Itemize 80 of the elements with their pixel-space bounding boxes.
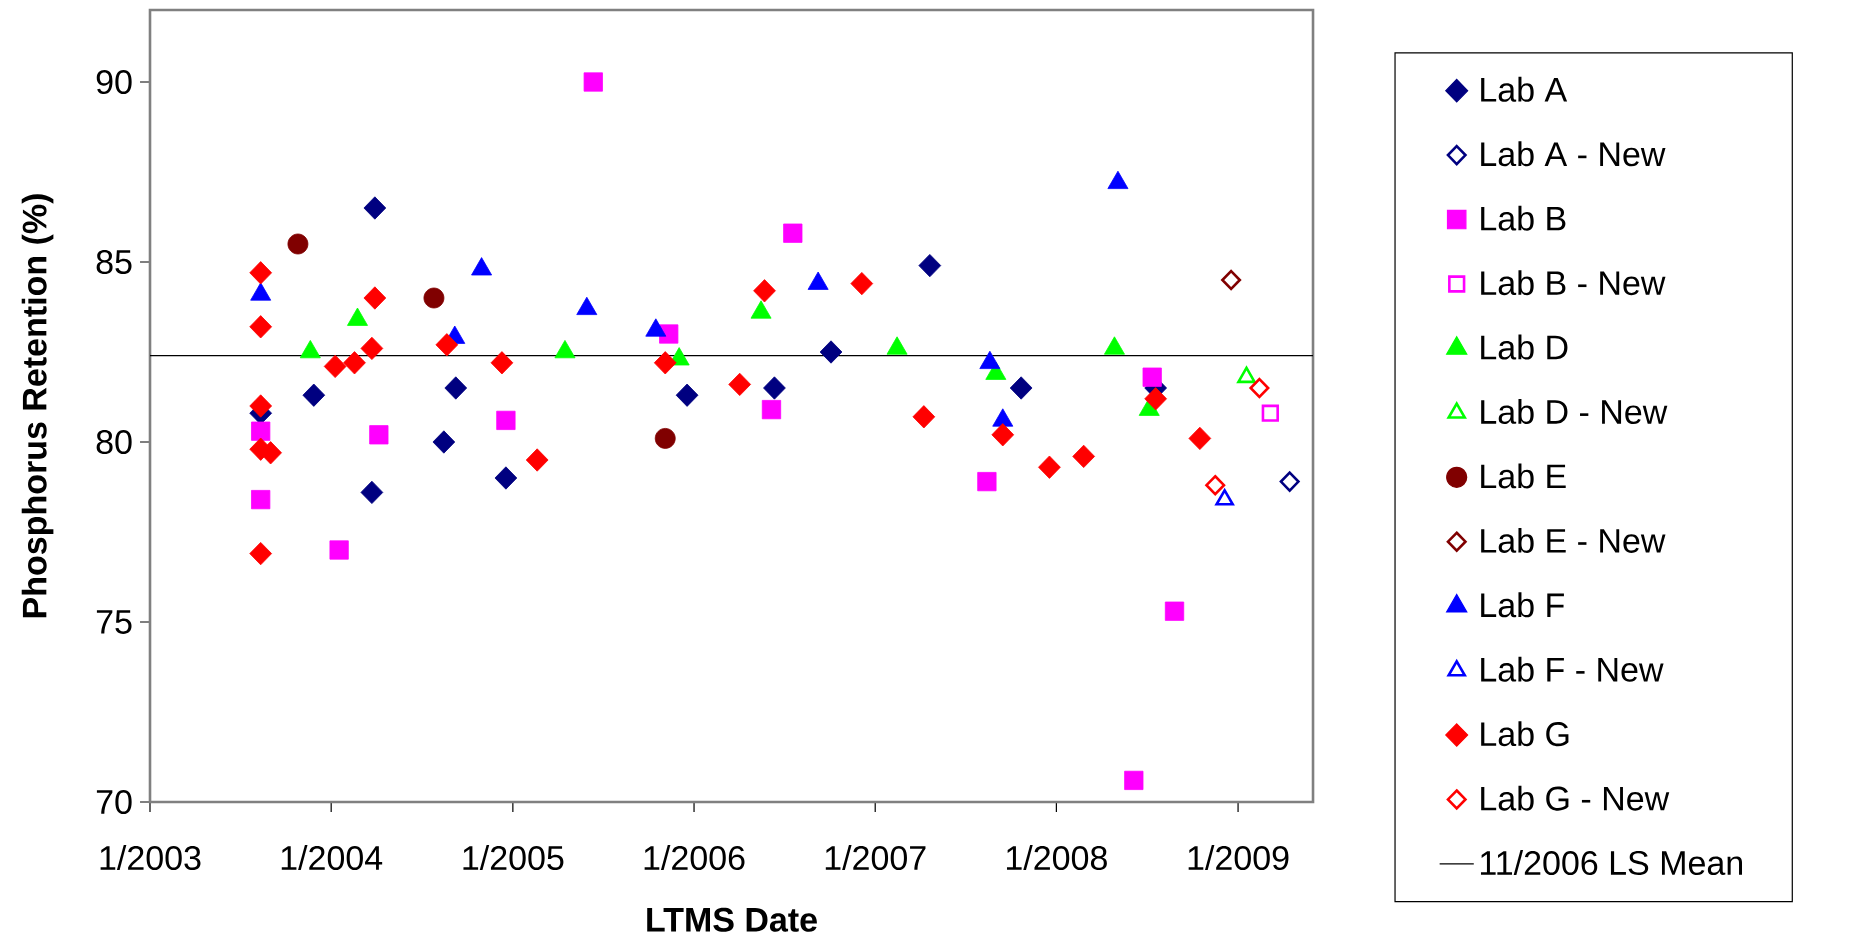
point (251, 490, 271, 510)
x-tick-label: 1/2006 (644, 845, 745, 871)
point (675, 383, 699, 407)
point (1261, 404, 1279, 422)
x-tick-label: 1/2003 (100, 845, 201, 871)
point (525, 448, 549, 472)
point (728, 372, 752, 396)
point (369, 425, 389, 445)
point (1144, 387, 1167, 411)
point (977, 472, 997, 492)
y-tick-label: 70 (96, 789, 132, 815)
point (1188, 426, 1212, 450)
point (494, 466, 518, 490)
point (1124, 770, 1144, 790)
point (329, 540, 349, 560)
x-axis-title: LTMS Date (647, 907, 817, 932)
point (819, 340, 843, 364)
point (1009, 376, 1033, 400)
legend-label: Lab A - New (1481, 141, 1666, 167)
point (249, 261, 273, 285)
legend-label: Lab F (1481, 592, 1564, 618)
legend-label: Lab B - New (1481, 270, 1666, 296)
point (1164, 601, 1185, 621)
legend-label: Lab B (1481, 205, 1566, 231)
point (1249, 377, 1270, 399)
point (423, 287, 445, 309)
point (763, 376, 786, 400)
point (496, 410, 516, 430)
y-tick-label: 85 (96, 249, 132, 275)
legend-label: Lab A (1481, 76, 1568, 102)
x-tick-label: 1/2007 (825, 845, 926, 871)
point (490, 351, 514, 375)
point (363, 286, 387, 310)
point (249, 394, 273, 418)
point (1279, 471, 1300, 492)
legend-label: Lab D - New (1481, 399, 1668, 425)
point (251, 421, 271, 441)
point (249, 542, 273, 566)
legend-label: Lab E (1481, 463, 1566, 489)
point (435, 333, 459, 357)
point (1038, 455, 1061, 479)
point (287, 233, 309, 255)
point (323, 354, 347, 378)
y-tick-label: 75 (96, 610, 132, 634)
y-tick-label: 80 (96, 429, 132, 455)
point (653, 351, 677, 375)
point (302, 383, 326, 407)
legend-label: 11/2006 LS Mean (1480, 850, 1743, 876)
point (343, 351, 366, 375)
point (991, 423, 1015, 447)
point (444, 376, 468, 400)
point (1221, 269, 1242, 291)
point (761, 400, 782, 420)
x-tick-label: 1/2005 (463, 845, 564, 871)
point (918, 254, 942, 278)
point (249, 315, 273, 339)
legend-label: Lab G - New (1481, 785, 1670, 811)
point (912, 405, 936, 429)
point (363, 196, 387, 220)
point (1142, 367, 1162, 387)
point (753, 279, 776, 303)
point (1205, 474, 1226, 496)
legend-label: Lab F - New (1481, 656, 1664, 682)
point (654, 428, 676, 449)
x-tick-label: 1/2009 (1188, 845, 1289, 871)
point (583, 72, 603, 92)
legend-label: Lab E - New (1481, 527, 1666, 553)
point (432, 430, 456, 454)
point (850, 272, 874, 296)
point (1072, 444, 1096, 468)
y-tick-label: 90 (96, 69, 132, 95)
point (1215, 489, 1234, 506)
y-axis-title: Phosphorus Retention (%) (21, 194, 54, 618)
legend-label: Lab G (1481, 721, 1569, 747)
point (783, 223, 803, 243)
legend-label: Lab D (1481, 334, 1568, 360)
point (360, 336, 384, 360)
point (360, 480, 384, 505)
x-tick-label: 1/2004 (281, 845, 383, 871)
x-tick-label: 1/2008 (1006, 845, 1107, 871)
